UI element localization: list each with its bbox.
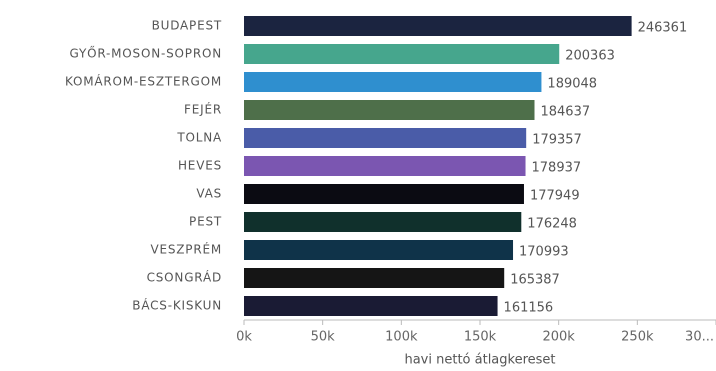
x-tick-label: 250k <box>621 330 654 345</box>
value-label: 177949 <box>530 189 580 204</box>
y-tick-label: BÁCS-KISKUN <box>132 298 222 313</box>
bar <box>244 128 527 148</box>
bar <box>244 240 514 260</box>
y-tick-label: HEVES <box>178 159 222 173</box>
value-label: 246361 <box>638 21 688 36</box>
bar <box>244 212 522 232</box>
bar <box>244 268 505 288</box>
y-tick-label: KOMÁROM-ESZTERGOM <box>65 74 222 89</box>
bar <box>244 72 542 92</box>
value-label: 176248 <box>527 217 577 232</box>
y-tick-label: GYŐR-MOSON-SOPRON <box>70 46 223 61</box>
y-tick-label: VESZPRÉM <box>150 242 222 257</box>
bar <box>244 184 524 204</box>
y-tick-label: TOLNA <box>176 131 222 145</box>
x-axis-label: havi nettó átlagkereset <box>404 353 555 368</box>
x-tick-label: 150k <box>464 330 497 345</box>
y-tick-label: BUDAPEST <box>152 19 222 33</box>
value-label: 184637 <box>540 105 590 120</box>
value-label: 165387 <box>510 273 560 288</box>
value-label: 178937 <box>532 161 582 176</box>
bar <box>244 296 498 316</box>
y-tick-label: PEST <box>189 215 222 229</box>
y-tick-label: CSONGRÁD <box>147 270 222 285</box>
bar <box>244 44 560 64</box>
value-label: 179357 <box>532 133 582 148</box>
x-tick-label: 50k <box>311 330 336 345</box>
y-tick-label: FEJÉR <box>184 102 222 117</box>
x-tick-label: 100k <box>385 330 418 345</box>
value-label: 200363 <box>565 49 615 64</box>
value-label: 189048 <box>547 77 597 92</box>
value-label: 170993 <box>519 245 569 260</box>
x-tick-label: 0k <box>236 330 252 345</box>
y-tick-label: VAS <box>196 187 222 201</box>
value-label: 161156 <box>504 301 554 316</box>
bar <box>244 100 535 120</box>
bar <box>244 156 526 176</box>
x-tick-label: 200k <box>542 330 575 345</box>
x-tick-label: 30... <box>685 330 714 345</box>
bar <box>244 16 632 36</box>
